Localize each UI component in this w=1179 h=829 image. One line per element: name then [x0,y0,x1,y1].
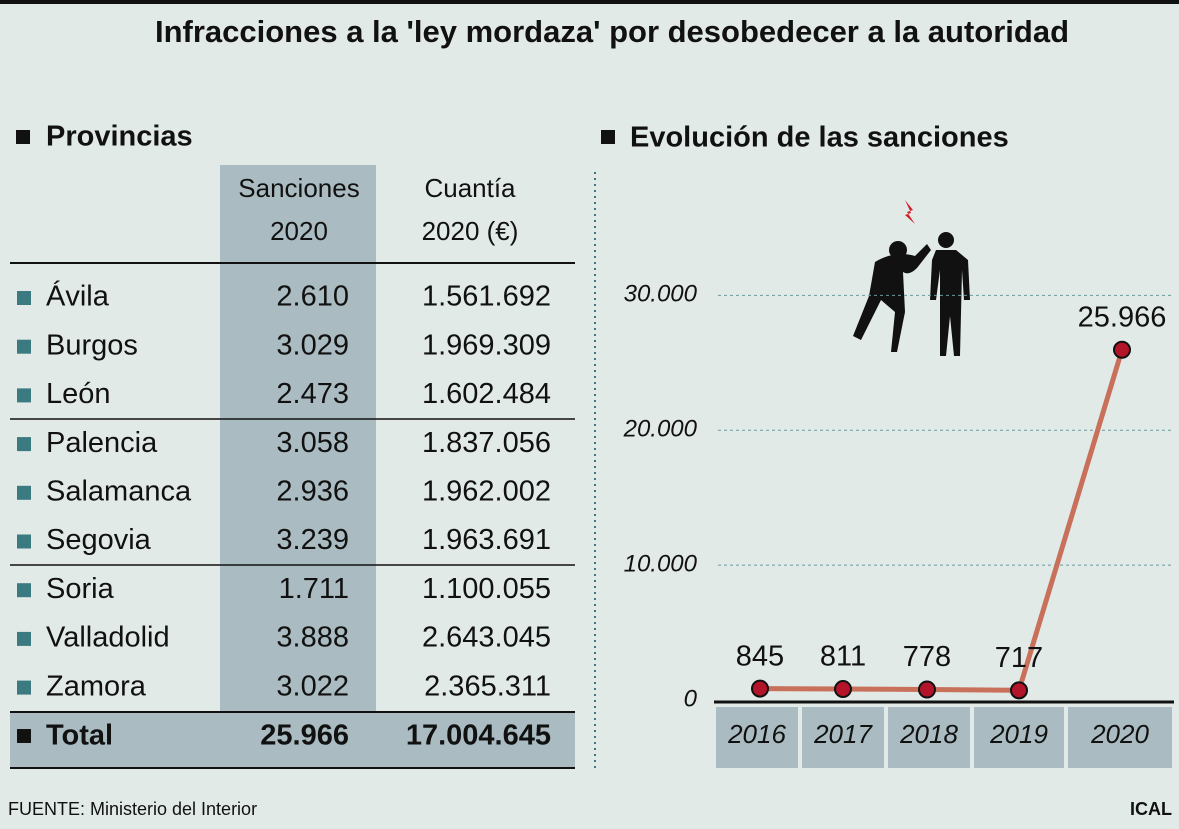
credit: ICAL [1130,799,1172,819]
point [1113,340,1131,359]
point [834,680,852,699]
sanctions: 1.711 [279,573,349,605]
chart-title: Evolución de las sanciones [630,122,1009,154]
sanctions: 3.022 [276,670,349,702]
total-band [10,712,575,768]
x-tick-label: 2017 [813,719,873,749]
amount: 1.837.056 [422,427,551,459]
amount: 1.969.309 [422,329,551,361]
amount: 1.963.691 [422,524,551,556]
province: Zamora [46,670,147,702]
point [918,680,936,699]
province: Palencia [46,427,158,459]
x-box [888,707,970,768]
bullet [16,130,30,144]
row-bullet [17,680,31,695]
y-tick-label: 30.000 [624,281,698,308]
amount: 2.365.311 [424,670,551,702]
x-tick-label: 2019 [989,719,1048,749]
column-header: 2020 [270,216,328,246]
total: Total [46,720,113,752]
value-label: 778 [903,641,951,673]
x-box [802,707,884,768]
province: Salamanca [46,475,192,507]
province: Ávila [46,280,110,313]
value-label: 845 [736,640,784,672]
title: Infracciones a la 'ley mordaza' por deso… [155,14,1069,49]
row-bullet [17,388,31,403]
sanctions: 2.936 [276,475,349,507]
source: FUENTE: Ministerio del Interior [8,799,257,819]
row-bullet [17,631,31,646]
row-bullet [17,583,31,598]
bullet [601,130,615,144]
point [751,679,769,698]
sanctions: 2.473 [276,378,349,410]
value-label: 811 [820,641,866,673]
amount: 1.602.484 [422,378,551,410]
province: Burgos [46,329,138,361]
sanctions: 3.029 [276,329,349,361]
column-header: Cuantía [424,173,516,203]
x-tick-label: 2018 [899,719,958,749]
amount: 2.643.045 [422,622,551,654]
row-bullet [17,339,31,354]
total: 17.004.645 [406,720,551,752]
sanctions: 3.239 [276,524,349,556]
total: 25.966 [260,720,349,752]
province: Valladolid [46,622,170,654]
province: Segovia [46,524,152,556]
province: Soria [46,573,115,605]
column-header: 2020 (€) [422,216,519,246]
icon [853,200,970,356]
sanctions: 3.888 [276,622,349,654]
x-box [1068,707,1172,768]
column-header: Sanciones [238,173,359,203]
x-tick-label: 2016 [727,719,786,749]
sanctions: 2.610 [276,281,349,313]
value-label: 717 [995,642,1043,674]
row-bullet [17,291,31,305]
x-box [716,707,798,768]
point [1010,681,1028,700]
amount: 1.962.002 [422,475,551,507]
amount: 1.100.055 [422,573,551,605]
table-heading: Provincias [46,121,193,153]
sanctions: 3.058 [276,427,349,459]
row-bullet [17,729,31,743]
row-bullet [17,485,31,500]
amount: 1.561.692 [422,281,551,313]
column-highlight [220,165,376,712]
y-tick-label: 0 [684,685,698,712]
y-tick-label: 20.000 [623,416,698,443]
x-box [974,707,1064,768]
row-bullet [17,437,31,452]
row-bullet [17,534,31,549]
value-label: 25.966 [1078,301,1167,333]
y-tick-label: 10.000 [624,550,698,577]
x-tick-label: 2020 [1090,719,1149,749]
province: León [46,378,111,410]
top-rule [0,0,1179,4]
